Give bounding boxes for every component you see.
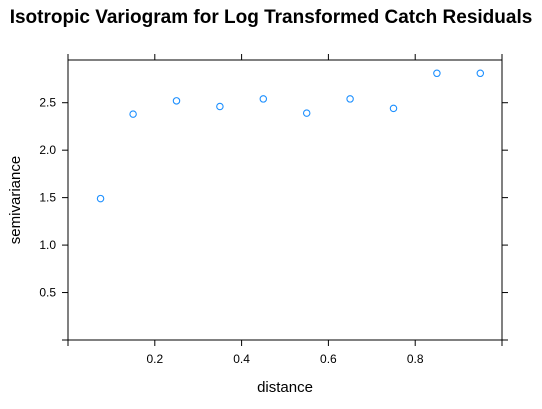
data-point — [259, 95, 268, 103]
data-point — [302, 109, 311, 117]
data-points — [96, 69, 485, 203]
data-point — [129, 110, 137, 118]
data-point — [172, 97, 181, 105]
x-tick-label: 0.6 — [320, 352, 337, 366]
y-tick-label: 1.5 — [39, 191, 56, 205]
x-tick-label: 0.2 — [146, 352, 163, 366]
chart-title: Isotropic Variogram for Log Transformed … — [10, 7, 533, 28]
y-tick-label: 0.5 — [39, 286, 56, 300]
x-tick-label: 0.8 — [407, 352, 424, 366]
y-axis-label: semivariance — [7, 156, 24, 244]
data-point — [96, 194, 105, 203]
y-axis: 0.5 1.0 1.5 2.0 2.5 — [39, 96, 508, 341]
y-tick-label: 2.0 — [39, 143, 56, 157]
data-point — [433, 69, 441, 78]
data-point — [346, 95, 354, 103]
x-axis: 0.2 0.4 0.6 0.8 — [67, 54, 503, 366]
x-axis-label: distance — [257, 379, 313, 396]
data-point — [389, 104, 398, 113]
y-tick-label: 2.5 — [39, 96, 56, 110]
data-point — [216, 102, 224, 111]
x-tick-label: 0.4 — [233, 352, 250, 366]
plot-frame — [67, 59, 503, 341]
data-point — [476, 69, 485, 78]
y-tick-label: 1.0 — [39, 238, 56, 252]
